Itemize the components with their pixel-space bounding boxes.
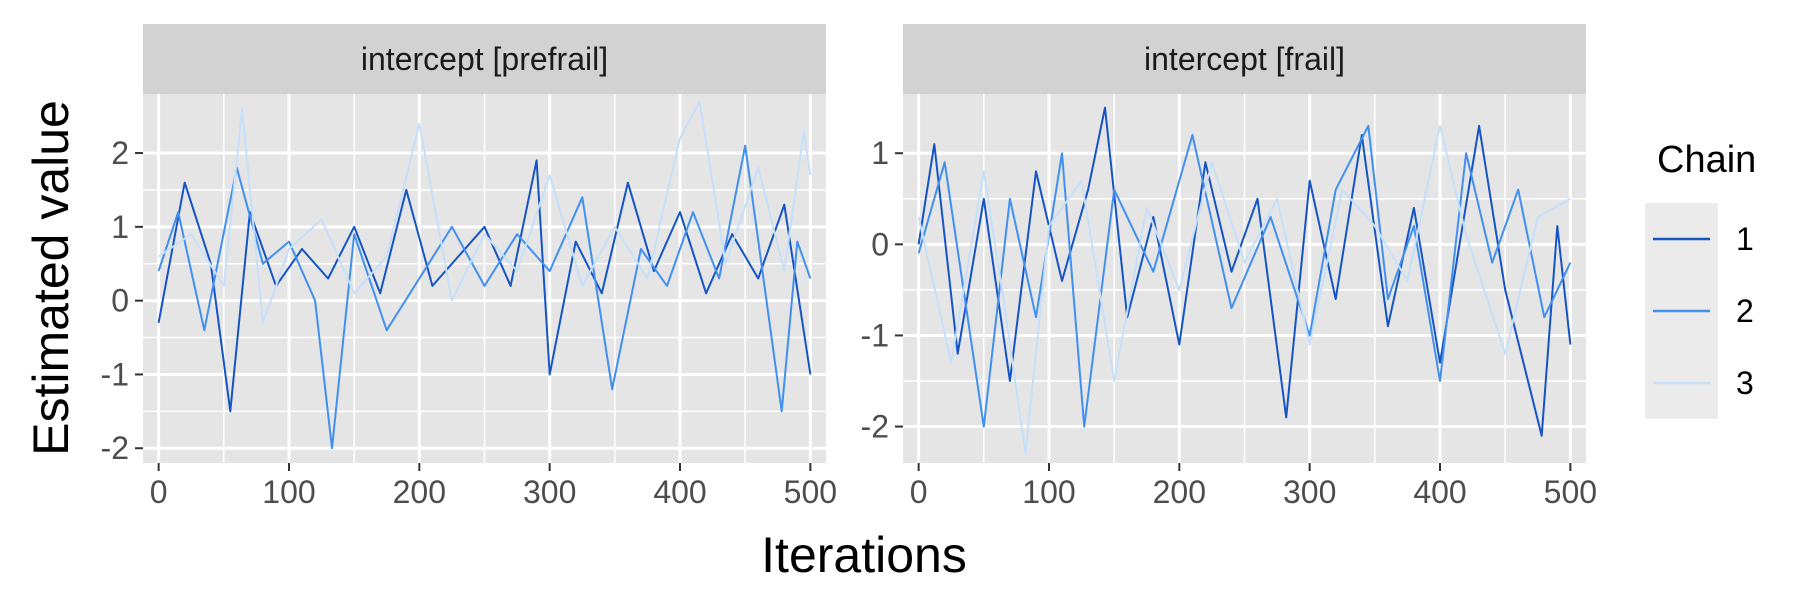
- x-tick-label: 0: [150, 474, 168, 510]
- facet-strip: [903, 24, 1586, 94]
- y-tick-label: -2: [101, 430, 129, 466]
- y-axis-title: Estimated value: [23, 100, 79, 456]
- x-tick-label: 500: [1544, 474, 1597, 510]
- y-tick-label: -1: [861, 317, 889, 353]
- legend-label: 2: [1736, 293, 1754, 329]
- x-tick-label: 400: [653, 474, 706, 510]
- y-tick-label: -2: [861, 409, 889, 445]
- legend-label: 1: [1736, 221, 1754, 257]
- series-line-chain-3: [917, 124, 1571, 455]
- series-line-chain-1: [157, 159, 812, 413]
- series-line-chain-2: [157, 144, 812, 450]
- x-tick-label: 500: [784, 474, 837, 510]
- y-tick-label: 2: [111, 135, 129, 171]
- panel-2: intercept [frail] -2 -1 0 1 0 100 200 300 400 500: [861, 24, 1597, 510]
- panel-1: intercept [prefrail] -2 -1 0 1 2 0 100 200 300 400…: [101, 24, 837, 510]
- y-tick-label: 1: [871, 135, 889, 171]
- legend-item-2: 2: [1645, 275, 1754, 347]
- y-tick-label: 0: [111, 283, 129, 319]
- x-tick-label: 0: [910, 474, 928, 510]
- y-tick-label: -1: [101, 356, 129, 392]
- facet-title: intercept [prefrail]: [361, 41, 608, 77]
- series-line-chain-3: [158, 100, 812, 324]
- x-tick-label: 200: [1153, 474, 1206, 510]
- y-tick-label: 0: [871, 226, 889, 262]
- legend-title: Chain: [1657, 139, 1756, 181]
- series-line-chain-1: [917, 106, 1572, 437]
- x-tick-label: 200: [393, 474, 446, 510]
- legend-item-3: 3: [1645, 347, 1754, 419]
- facet-title: intercept [frail]: [1144, 41, 1345, 77]
- x-tick-label: 300: [523, 474, 576, 510]
- y-tick-label: 1: [111, 209, 129, 245]
- x-tick-label: 100: [262, 474, 315, 510]
- x-tick-label: 300: [1283, 474, 1336, 510]
- x-tick-label: 400: [1413, 474, 1466, 510]
- legend-item-1: 1: [1645, 203, 1754, 275]
- legend: 1 2 3: [1645, 203, 1754, 419]
- legend-label: 3: [1736, 365, 1754, 401]
- facet-strip: [143, 24, 826, 94]
- x-axis-title: Iterations: [761, 527, 967, 583]
- series-line-chain-2: [917, 124, 1572, 428]
- x-tick-label: 100: [1022, 474, 1075, 510]
